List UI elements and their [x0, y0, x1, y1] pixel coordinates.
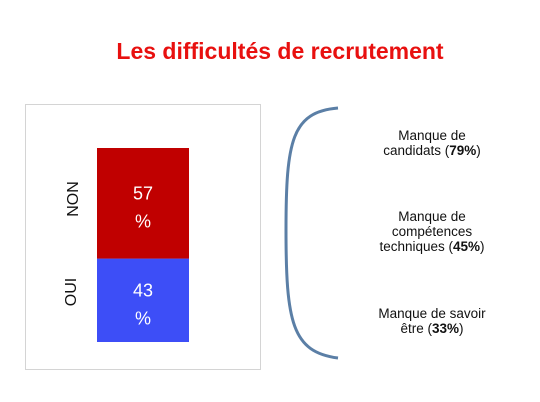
data-label-value: 57	[133, 183, 153, 203]
reason-line: Manque de	[398, 209, 466, 224]
reason-competences: Manque de compétences techniques (45%)	[352, 209, 512, 254]
bar-segment-non	[97, 148, 189, 259]
reason-line: Manque de	[398, 128, 466, 143]
reason-tail: )	[476, 143, 481, 158]
stacked-bar-chart: 43% 57%	[97, 148, 189, 342]
chart-frame	[25, 104, 261, 370]
reason-line: être (33%)	[352, 321, 512, 336]
reason-percent: 33%	[431, 321, 460, 336]
reason-percent: 45%	[453, 239, 481, 254]
reason-tail: )	[480, 239, 485, 254]
reason-text: techniques (	[379, 239, 453, 254]
curly-bracket-shape	[284, 106, 339, 360]
page-title: Les difficultés de recrutement	[116, 38, 444, 64]
reason-line: compétences	[391, 224, 473, 239]
reason-line: techniques (45%)	[352, 239, 512, 254]
data-label-percent: %	[135, 211, 151, 231]
data-label-value: 43	[133, 280, 153, 300]
category-label-non: NON	[64, 181, 82, 217]
reason-text: candidats (	[383, 143, 450, 158]
reason-tail: )	[459, 321, 464, 336]
bar-segment-oui	[97, 258, 189, 342]
reason-candidats: Manque de candidats (79%)	[352, 128, 512, 158]
reason-line: candidats (79%)	[352, 143, 512, 158]
reason-text: être (	[400, 321, 432, 336]
reason-percent: 79%	[449, 143, 477, 158]
category-label-oui: OUI	[63, 277, 81, 307]
data-label-percent: %	[135, 308, 151, 328]
reason-line: Manque de savoir	[378, 306, 486, 321]
reason-savoir-etre: Manque de savoir être (33%)	[352, 306, 512, 336]
